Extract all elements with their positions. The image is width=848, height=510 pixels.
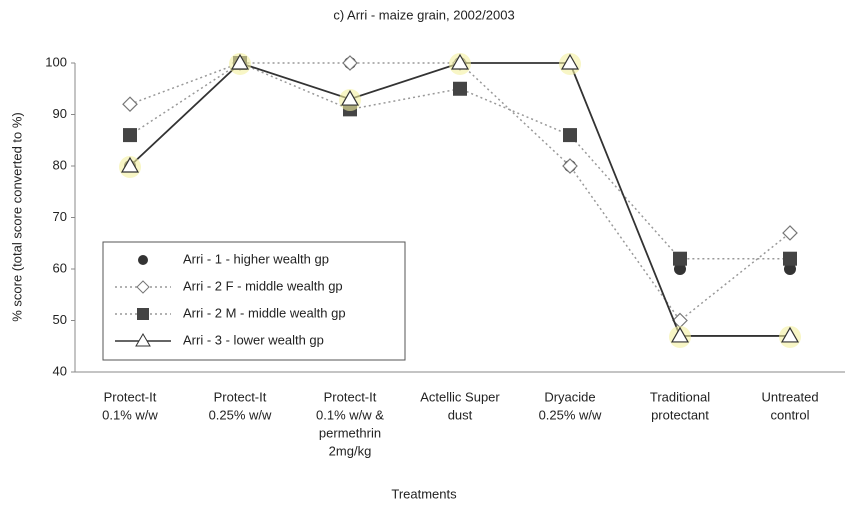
marker <box>562 158 578 174</box>
x-tick-label: 0.1% w/w & <box>316 407 384 422</box>
x-tick-label: Actellic Super <box>420 389 500 404</box>
marker <box>123 128 137 143</box>
legend-label: Arri - 1 - higher wealth gp <box>183 251 329 266</box>
x-tick-label: Traditional <box>650 389 710 404</box>
legend-label: Arri - 2 M - middle wealth gp <box>183 305 346 320</box>
y-tick-label: 100 <box>45 54 67 69</box>
marker <box>560 53 580 70</box>
x-tick-label: control <box>770 407 809 422</box>
y-tick-label: 70 <box>53 209 67 224</box>
marker <box>674 263 686 275</box>
x-tick-label: 2mg/kg <box>329 443 372 458</box>
y-tick-label: 50 <box>53 312 67 327</box>
y-tick-label: 40 <box>53 363 67 378</box>
marker <box>563 128 577 143</box>
marker <box>670 326 690 343</box>
y-tick-label: 80 <box>53 157 67 172</box>
x-tick-label: dust <box>448 407 473 422</box>
legend-label: Arri - 3 - lower wealth gp <box>183 332 324 347</box>
y-tick-label: 60 <box>53 260 67 275</box>
marker <box>342 55 358 71</box>
legend-marker <box>138 255 148 265</box>
marker <box>450 53 470 70</box>
x-tick-label: Protect-It <box>104 389 157 404</box>
x-tick-label: permethrin <box>319 425 381 440</box>
y-axis-label: % score (total score converted to %) <box>9 112 24 322</box>
marker <box>340 89 360 106</box>
x-tick-label: 0.25% w/w <box>209 407 272 422</box>
marker <box>230 53 250 70</box>
marker <box>783 251 797 266</box>
legend-marker <box>137 308 149 320</box>
x-tick-label: 0.1% w/w <box>102 407 158 422</box>
x-tick-label: 0.25% w/w <box>539 407 602 422</box>
legend-label: Arri - 2 F - middle wealth gp <box>183 278 343 293</box>
x-tick-label: protectant <box>651 407 709 422</box>
marker <box>122 96 138 113</box>
legend-marker <box>135 333 151 347</box>
marker <box>780 326 800 343</box>
chart-title: c) Arri - maize grain, 2002/2003 <box>333 7 514 22</box>
marker <box>782 225 798 241</box>
legend-marker <box>136 280 150 294</box>
marker <box>673 251 687 266</box>
x-tick-label: Protect-It <box>214 389 267 404</box>
x-axis-label: Treatments <box>391 486 457 501</box>
y-tick-label: 90 <box>53 106 67 121</box>
x-tick-label: Dryacide <box>544 389 595 404</box>
marker <box>453 81 467 96</box>
x-tick-label: Untreated <box>761 389 818 404</box>
x-tick-label: Protect-It <box>324 389 377 404</box>
marker <box>784 263 796 275</box>
marker <box>120 156 140 173</box>
